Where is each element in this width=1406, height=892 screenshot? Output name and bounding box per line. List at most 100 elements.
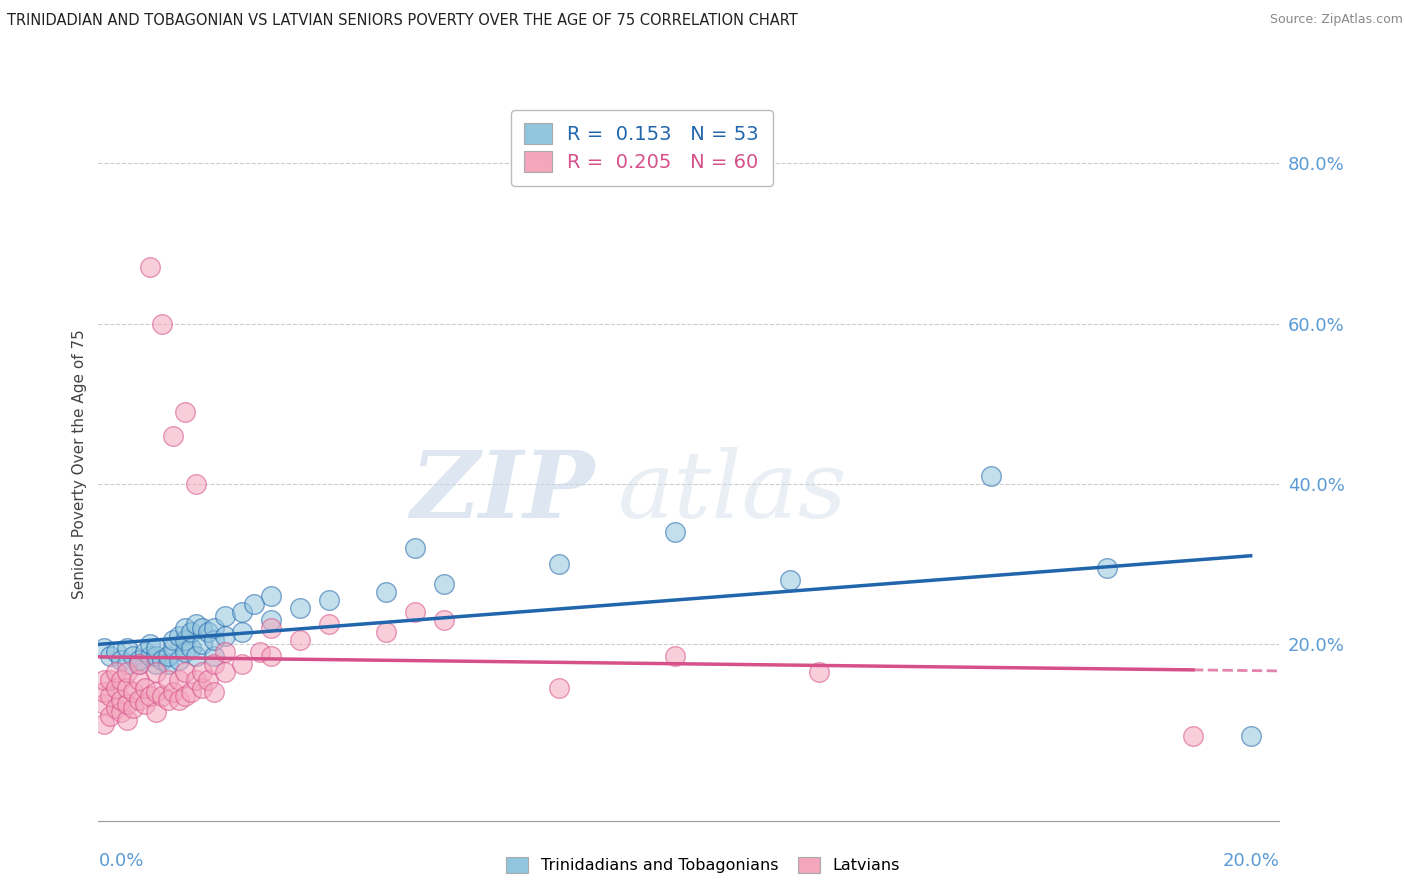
Point [288,633,311,648]
Point [243,597,266,611]
Legend: Trinidadians and Tobagonians, Latvians: Trinidadians and Tobagonians, Latvians [499,850,907,880]
Point [202,685,225,699]
Point [128,657,150,672]
Point [150,653,173,667]
Point [128,673,150,688]
Point [139,260,162,275]
Point [173,405,195,419]
Point [145,685,167,699]
Point [98,649,121,664]
Point [180,641,202,656]
Point [167,673,190,688]
Point [115,698,138,712]
Point [202,633,225,648]
Point [318,617,340,632]
Point [93,698,115,712]
Point [548,557,571,571]
Point [202,621,225,635]
Point [548,681,571,696]
Point [173,621,195,635]
Point [433,577,456,591]
Point [214,609,236,624]
Point [186,617,208,632]
Point [202,649,225,664]
Point [404,541,426,555]
Text: TRINIDADIAN AND TOBAGONIAN VS LATVIAN SENIORS POVERTY OVER THE AGE OF 75 CORRELA: TRINIDADIAN AND TOBAGONIAN VS LATVIAN SE… [7,13,797,29]
Point [115,714,138,728]
Text: atlas: atlas [619,448,848,537]
Point [139,690,162,704]
Point [98,673,121,688]
Text: 20.0%: 20.0% [1223,852,1279,870]
Point [1095,561,1118,575]
Point [167,653,190,667]
Text: 0.0%: 0.0% [98,852,143,870]
Point [191,665,214,680]
Point [231,657,253,672]
Y-axis label: Seniors Poverty Over the Age of 75: Seniors Poverty Over the Age of 75 [72,329,87,599]
Point [186,476,208,491]
Point [260,649,283,664]
Point [664,649,686,664]
Point [404,605,426,619]
Point [180,625,202,640]
Text: Source: ZipAtlas.com: Source: ZipAtlas.com [1270,13,1403,27]
Point [167,693,190,707]
Point [231,605,253,619]
Point [104,701,127,715]
Point [288,601,311,615]
Point [115,641,138,656]
Point [197,625,219,640]
Point [214,665,236,680]
Point [115,657,138,672]
Point [110,693,132,707]
Point [150,317,173,331]
Point [231,625,253,640]
Point [104,665,127,680]
Point [156,693,179,707]
Point [779,573,801,587]
Point [134,681,156,696]
Point [156,649,179,664]
Point [173,645,195,659]
Point [191,637,214,651]
Point [980,468,1002,483]
Point [162,685,184,699]
Point [98,690,121,704]
Point [115,665,138,680]
Point [145,649,167,664]
Point [191,681,214,696]
Point [122,685,145,699]
Point [214,645,236,659]
Point [1240,730,1263,744]
Point [1182,730,1205,744]
Point [134,645,156,659]
Point [375,625,398,640]
Point [162,429,184,443]
Point [807,665,830,680]
Point [197,673,219,688]
Point [664,524,686,539]
Point [122,701,145,715]
Point [162,641,184,656]
Point [145,706,167,720]
Point [93,685,115,699]
Point [260,589,283,603]
Point [156,657,179,672]
Point [145,665,167,680]
Point [173,633,195,648]
Point [104,681,127,696]
Point [260,613,283,627]
Point [202,657,225,672]
Point [122,649,145,664]
Point [134,698,156,712]
Point [93,717,115,731]
Point [98,709,121,723]
Point [186,673,208,688]
Point [167,629,190,643]
Point [110,653,132,667]
Point [433,613,456,627]
Point [139,649,162,664]
Point [93,641,115,656]
Point [249,645,271,659]
